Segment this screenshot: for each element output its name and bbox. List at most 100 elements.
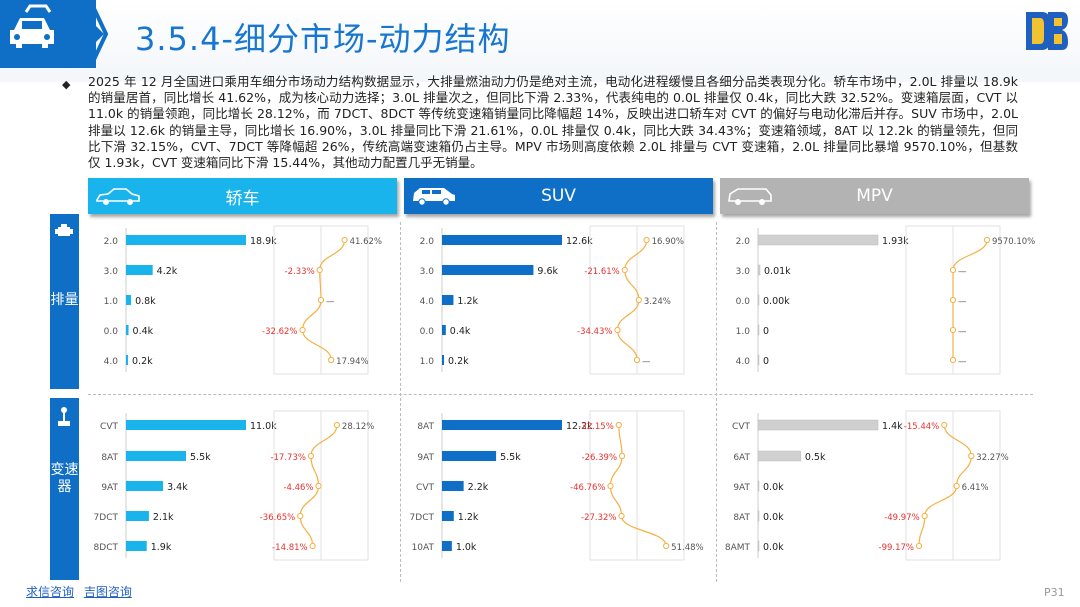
footer-link-1[interactable]: 求信咨询 <box>26 585 75 599</box>
tick-label: CVT <box>732 422 750 432</box>
yoy-point <box>341 236 348 244</box>
yoy-point <box>949 356 957 364</box>
yoy-label: — <box>958 267 967 277</box>
data-label: 0.2k <box>448 356 469 367</box>
yoy-label: 41.62% <box>350 237 382 247</box>
car-icon <box>10 4 54 48</box>
yoy-label: -2.33% <box>285 267 315 277</box>
bar <box>442 420 562 430</box>
bar <box>126 235 246 245</box>
tick-label: 8AT <box>733 513 750 523</box>
data-label: 12.6k <box>566 236 593 247</box>
tick-label: 10AT <box>412 543 435 553</box>
bar <box>442 451 497 461</box>
footer-link-2[interactable]: 吉图咨询 <box>83 585 132 599</box>
tick-label: 6AT <box>733 453 750 463</box>
segment-label-mpv: MPV <box>856 186 893 206</box>
yoy-point <box>607 482 614 490</box>
yoy-label: -27.32% <box>581 513 616 523</box>
data-label: 1.0k <box>456 542 477 553</box>
data-label: 0.01k <box>764 266 791 277</box>
column-divider <box>716 222 717 582</box>
yoy-label: -14.81% <box>272 543 307 553</box>
tick-label: 0.0 <box>736 297 751 307</box>
header-chevron <box>70 0 104 68</box>
yoy-label: -17.73% <box>270 453 305 463</box>
tick-label: 9AT <box>417 453 434 463</box>
yoy-label: 16.90% <box>652 237 684 247</box>
yoy-point <box>316 266 323 274</box>
yoy-label: -99.17% <box>879 543 914 553</box>
tick-label: 7DCT <box>94 513 119 523</box>
yoy-point <box>615 421 622 429</box>
data-label: 0.00k <box>763 296 790 307</box>
tick-label: 2.0 <box>736 237 751 247</box>
yoy-point <box>333 421 341 429</box>
yoy-point <box>983 236 991 244</box>
sedan-icon <box>96 188 140 205</box>
tick-label: 1.0 <box>420 357 435 367</box>
bar <box>126 325 129 335</box>
data-label: 4.2k <box>157 266 178 277</box>
tick-label: 8DCT <box>94 543 119 553</box>
tick-label: CVT <box>416 483 434 493</box>
data-label: 0.5k <box>805 452 826 463</box>
data-label: 0.0k <box>763 512 784 523</box>
brand-logo-icon <box>1026 12 1068 50</box>
yoy-point <box>618 452 626 460</box>
yoy-label: -15.44% <box>904 422 939 432</box>
yoy-label: 51.48% <box>671 543 703 553</box>
data-label: 0.0k <box>763 542 784 553</box>
yoy-label: -36.65% <box>260 513 295 523</box>
yoy-label: — <box>958 297 967 307</box>
bar <box>757 294 760 306</box>
bar <box>126 295 132 305</box>
yoy-label: — <box>958 357 967 367</box>
tick-label: 2.0 <box>104 237 119 247</box>
yoy-point <box>953 482 960 490</box>
bar <box>757 264 761 276</box>
bar <box>126 355 128 365</box>
bar <box>757 324 760 336</box>
yoy-label: — <box>326 297 335 307</box>
tick-label: 7DCT <box>410 513 435 523</box>
data-label: 18.9k <box>250 236 277 247</box>
data-label: 11.0k <box>250 421 277 432</box>
data-label: 0.4k <box>450 326 471 337</box>
tick-label: 8AT <box>417 422 434 432</box>
tick-label: 8AMT <box>725 543 751 553</box>
tick-label: 3.0 <box>104 267 119 277</box>
column-divider <box>400 222 401 582</box>
yoy-label: -49.97% <box>884 513 919 523</box>
bar <box>442 325 446 335</box>
segment-header-sedan: 轿车 <box>88 178 397 214</box>
yoy-point <box>309 542 316 550</box>
data-label: 1.2k <box>458 512 479 523</box>
bar <box>442 511 454 521</box>
yoy-label: -4.46% <box>283 483 313 493</box>
bar <box>442 541 452 551</box>
mpv-icon <box>728 188 772 205</box>
page-number: P31 <box>1044 586 1065 599</box>
yoy-point <box>614 326 621 334</box>
tick-label: 0.0 <box>420 327 435 337</box>
tick-label: 9AT <box>101 483 118 493</box>
yoy-label: -26.39% <box>582 453 617 463</box>
row-divider <box>88 394 1033 395</box>
yoy-point <box>633 356 641 364</box>
header-band <box>0 0 1080 82</box>
data-label: 1.2k <box>457 296 478 307</box>
bar <box>126 420 246 430</box>
tick-label: 1.0 <box>736 327 751 337</box>
bar <box>126 541 147 551</box>
yoy-point <box>621 266 628 274</box>
tick-label: 3.0 <box>736 267 751 277</box>
yoy-point <box>307 452 315 460</box>
data-label: 0.4k <box>133 326 154 337</box>
yoy-point <box>317 296 325 304</box>
yoy-point <box>949 326 957 334</box>
yoy-point <box>921 512 928 520</box>
page-title: 3.5.4-细分市场-动力结构 <box>135 20 511 58</box>
yoy-point <box>635 296 642 304</box>
